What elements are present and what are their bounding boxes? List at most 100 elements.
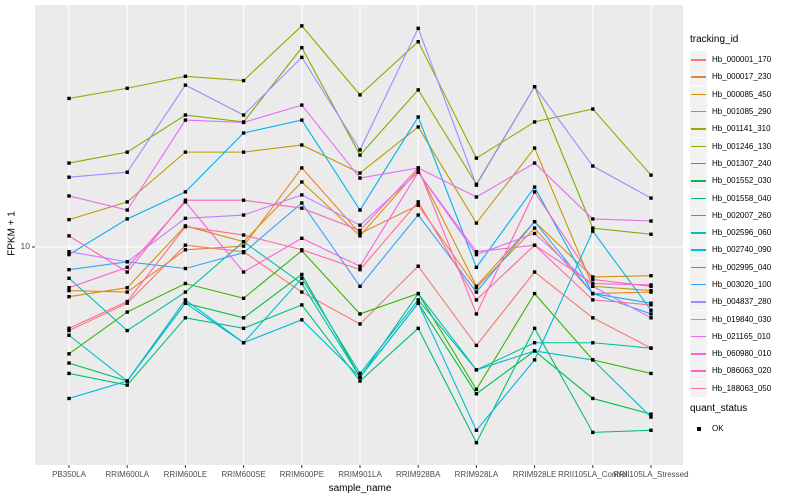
data-point [474,221,479,225]
data-point [649,284,653,288]
data-point [183,113,188,117]
data-point [67,326,71,331]
data-point [532,326,537,331]
legend-item-label: Hb_001085_290 [712,107,772,117]
data-point [241,120,246,125]
data-point [300,248,304,252]
data-point [532,219,537,224]
data-point [358,371,362,376]
legend-item: Hb_001246_130 [690,137,800,155]
data-point [358,322,362,326]
legend-item: Hb_002007_260 [690,206,800,224]
legend-item: Hb_003020_100 [690,276,800,293]
data-point [649,316,653,320]
data-point [649,346,653,350]
data-point [300,103,304,107]
legend-item-label: Hb_001307_240 [712,158,772,168]
legend-key-icon [690,293,707,311]
legend-key-icon [690,345,707,363]
x-tick-label: RRIM901LA [338,470,382,479]
data-point [67,371,71,376]
legend-item: Hb_002995_040 [690,258,800,276]
data-point [416,170,420,174]
x-tick-label: RRIM600LE [163,470,208,479]
data-point [241,244,246,248]
data-point [183,316,188,320]
data-point [591,291,595,296]
data-point [241,233,246,237]
data-point [591,217,595,221]
data-point [183,118,188,122]
data-point [183,74,188,78]
legend-key-icon [690,51,707,69]
y-axis-title: FPKM + 1 [6,211,18,256]
legend-item-label: Hb_000085_450 [712,89,772,99]
data-point [358,223,362,227]
data-point [67,217,71,222]
data-point [474,284,479,288]
data-point [300,193,304,197]
data-point [183,243,188,247]
legend-item: Hb_060980_010 [690,345,800,363]
legend-item-label: Hb_001246_130 [712,141,772,151]
data-point [358,284,362,288]
legend-title-tracking-id: tracking_id [690,34,739,45]
data-point [474,368,479,372]
data-point [125,208,129,212]
legend-key-icon [690,85,707,103]
data-point [183,298,188,302]
data-point [649,196,653,200]
data-point [474,387,479,392]
x-tick-label: PB350LA [52,470,86,479]
data-point [591,275,595,279]
legend-item-label: Hb_000017_230 [712,72,772,82]
data-point [532,190,537,194]
legend-item: Hb_001141_310 [690,120,800,138]
y-tick-label: 10 [20,241,30,251]
data-point [532,243,537,247]
data-point [532,270,537,274]
data-point [532,120,537,124]
data-point [300,290,304,294]
data-point [649,312,653,316]
data-point [474,440,479,445]
legend-item: Hb_000085_450 [690,85,800,103]
legend-item: Hb_001307_240 [690,154,800,172]
legend-key-icon [690,172,707,190]
data-point [532,146,537,150]
data-point [358,312,362,316]
data-point [241,150,246,154]
x-tick-label: RRIM928LE [512,470,557,479]
data-point [241,341,246,345]
data-point [416,88,420,92]
x-tick-label: RRIM928BA [395,470,441,479]
data-point [300,236,304,241]
data-point [532,231,537,236]
data-point [241,78,246,83]
data-point [591,358,595,362]
data-point [241,270,246,274]
data-point [300,303,304,307]
data-point [358,375,362,379]
data-point [358,93,362,97]
legend-item-label: OK [712,424,724,434]
data-point [474,290,479,294]
data-point [532,185,537,189]
data-point [125,150,129,154]
data-point [532,84,537,89]
data-point [474,183,479,187]
data-point [649,415,653,419]
data-point [300,166,304,170]
data-point [358,171,362,175]
data-point [474,343,479,348]
data-point [649,303,653,307]
data-point [183,190,188,194]
data-point [591,341,595,345]
data-point [241,113,246,117]
data-point [474,265,479,270]
legend-key-icon [690,276,707,293]
legend-key-icon [690,206,707,224]
legend-item: Hb_002740_090 [690,241,800,259]
data-point [532,226,537,230]
